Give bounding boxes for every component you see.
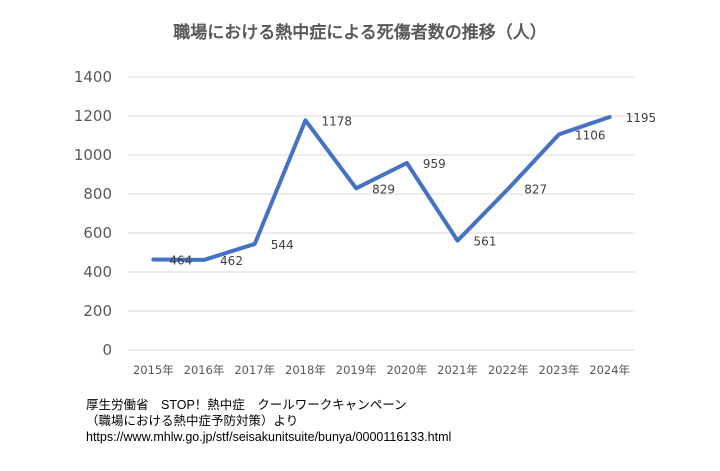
source-note: 厚生労働省 STOP！熱中症 クールワークキャンペーン （職場における熱中症予防… <box>86 397 451 445</box>
data-label: 464 <box>169 254 192 268</box>
data-label: 827 <box>524 183 547 197</box>
data-label: 1106 <box>575 128 606 142</box>
data-label: 462 <box>220 254 243 268</box>
x-tick-label: 2022年 <box>488 363 529 377</box>
x-tick-label: 2024年 <box>589 363 630 377</box>
chart-title: 職場における熱中症による死傷者数の推移（人） <box>173 22 547 43</box>
x-tick-label: 2018年 <box>285 363 326 377</box>
y-tick-label: 200 <box>83 302 112 320</box>
data-label: 1195 <box>626 111 657 125</box>
x-tick-label: 2021年 <box>437 363 478 377</box>
line-chart: 職場における熱中症による死傷者数の推移（人） 0 200 400 600 800 1000… <box>74 22 657 377</box>
data-label: 829 <box>372 182 395 196</box>
data-label: 1178 <box>321 114 352 128</box>
x-tick-label: 2023年 <box>539 363 580 377</box>
source-url: https://www.mhlw.go.jp/stf/seisakunitsui… <box>86 430 452 444</box>
y-tick-label: 1000 <box>74 146 112 164</box>
x-tick-label: 2016年 <box>184 363 225 377</box>
series-line <box>151 114 612 262</box>
y-tick-label: 0 <box>102 341 112 359</box>
data-label: 959 <box>423 157 446 171</box>
data-label: 561 <box>474 235 497 249</box>
x-tick-label: 2017年 <box>234 363 275 377</box>
y-tick-label: 1200 <box>74 107 112 125</box>
y-tick-label: 800 <box>83 185 112 203</box>
source-line-2: （職場における熱中症予防対策）より <box>86 414 299 428</box>
data-label: 544 <box>271 238 294 252</box>
source-line-1: 厚生労働省 STOP！熱中症 クールワークキャンペーン <box>86 398 407 412</box>
y-tick-label: 1400 <box>74 68 112 86</box>
y-tick-label: 600 <box>83 224 112 242</box>
x-tick-label: 2015年 <box>133 363 174 377</box>
x-tick-label: 2019年 <box>336 363 377 377</box>
y-tick-label: 400 <box>83 263 112 281</box>
x-tick-label: 2020年 <box>386 363 427 377</box>
